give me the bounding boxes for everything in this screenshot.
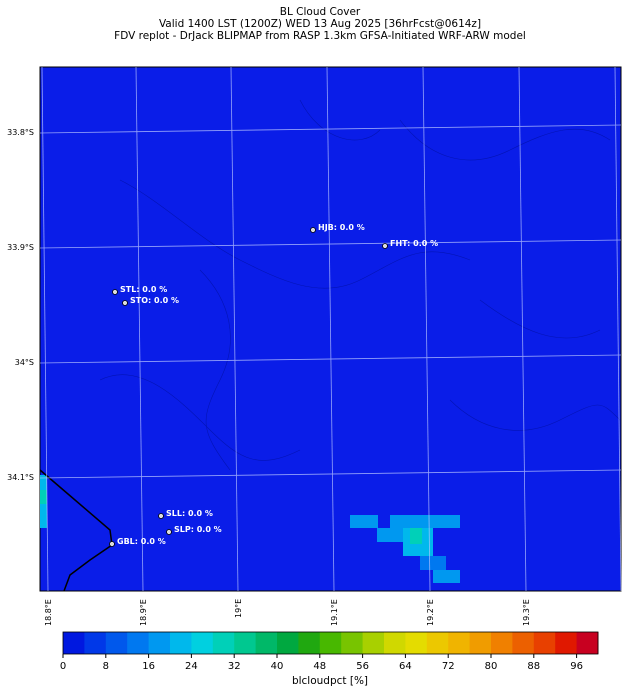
colorbar-tick-label: 24 [185,661,198,672]
lon-label: 19°E [234,599,243,618]
colorbar-cell [298,632,321,654]
colorbar-cell [212,632,235,654]
map: HJB: 0.0 % FHT: 0.0 % STL: 0.0 % STO: 0.… [39,66,622,592]
colorbar-cell [448,632,471,654]
lon-label: 19.1°E [330,599,339,626]
colorbar-cell [341,632,364,654]
contours [99,99,621,471]
title-line: BL Cloud Cover [280,6,361,18]
colorbar-tick-label: 40 [271,661,284,672]
colorbar-cell [170,632,192,654]
colorbar: 0 8 16 24 32 40 48 56 64 72 80 88 96 [60,631,599,672]
station-marker [310,227,316,233]
lon-labels: 18.8°E 18.9°E 19°E 19.1°E 19.2°E 19.3°E [44,599,531,626]
colorbar-tick-label: 32 [228,661,241,672]
station-marker [109,541,115,547]
colorbar-tick-label: 72 [442,661,455,672]
colorbar-cell [148,632,171,654]
colorbar-cell [426,632,449,654]
lat-label: 34.1°S [7,473,34,482]
colorbar-tick-label: 8 [103,661,109,672]
colorbar-tick-label: 56 [356,661,369,672]
station-marker [166,529,172,535]
station-label: SLL: 0.0 % [166,509,213,518]
lat-label: 34°S [15,358,34,367]
station-label: SLP: 0.0 % [174,525,222,534]
stations: HJB: 0.0 % FHT: 0.0 % STL: 0.0 % STO: 0.… [109,223,438,547]
title-line: Valid 1400 LST (1200Z) WED 13 Aug 2025 [… [159,18,481,30]
colorbar-cell [191,632,214,654]
colorbar-cell [105,632,128,654]
cloud-cells [40,475,460,583]
colorbar-cell [127,632,150,654]
colorbar-tick-label: 96 [570,661,583,672]
colorbar-tick-label: 64 [399,661,412,672]
colorbar-cell [384,632,406,654]
colorbar-frame [62,631,599,655]
colorbar-tick-label: 48 [313,661,326,672]
graticule [39,66,622,592]
colorbar-cell [84,632,107,654]
colorbar-cell [405,632,428,654]
colorbar-cell [277,632,299,654]
station-label: STL: 0.0 % [120,285,167,294]
colorbar-cell [469,632,492,654]
station-marker [122,300,128,306]
colorbar-label: blcloudpct [%] [292,675,368,687]
lon-label: 19.2°E [426,599,435,626]
lat-label: 33.8°S [7,128,34,137]
station-label: GBL: 0.0 % [117,537,166,546]
colorbar-cell [319,632,342,654]
station-marker [382,243,388,249]
colorbar-cell [533,632,556,654]
colorbar-tick-label: 80 [485,661,498,672]
lon-label: 19.3°E [522,599,531,626]
colorbar-cell [234,632,257,654]
colorbar-tick-label: 88 [527,661,540,672]
lon-label: 18.8°E [44,599,53,626]
lat-label: 33.9°S [7,243,34,252]
title-line: FDV replot - DrJack BLIPMAP from RASP 1.… [114,30,526,42]
lat-labels: 33.8°S 33.9°S 34°S 34.1°S [7,128,34,482]
lon-label: 18.9°E [139,599,148,626]
colorbar-cell [63,632,85,654]
colorbar-cell [491,632,513,654]
station-label: STO: 0.0 % [130,296,179,305]
colorbar-cell [255,632,278,654]
station-marker [158,513,164,519]
station-label: FHT: 0.0 % [390,239,438,248]
colorbar-cell [555,632,578,654]
colorbar-tick-label: 0 [60,661,66,672]
station-marker [112,289,118,295]
colorbar-tick-label: 16 [142,661,155,672]
colorbar-cell [512,632,535,654]
colorbar-cell [576,632,599,654]
colorbar-cell [362,632,385,654]
station-label: HJB: 0.0 % [318,223,365,232]
